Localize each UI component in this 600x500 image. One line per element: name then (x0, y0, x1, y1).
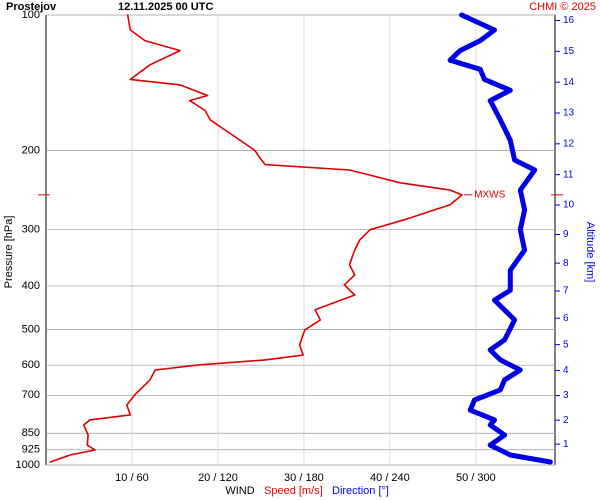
y-tick-label: 300 (22, 224, 40, 236)
y2-tick-label: 3 (563, 390, 569, 401)
y2-tick-label: 13 (563, 108, 575, 119)
y-tick-label: 200 (22, 144, 40, 156)
y2-tick-label: 11 (563, 169, 574, 180)
x-tick-label: 30 / 180 (284, 472, 324, 484)
y2-tick-label: 2 (563, 415, 569, 426)
x-tick-label: 10 / 60 (115, 472, 149, 484)
y2-tick-label: 5 (563, 339, 569, 350)
y-tick-label: 500 (22, 323, 40, 335)
y2-tick-label: 4 (563, 365, 569, 376)
x-tick-label: 50 / 300 (456, 472, 496, 484)
legend-entry: Speed [m/s] (264, 485, 323, 497)
profile-line (447, 12, 553, 465)
profile-line (49, 14, 463, 463)
station: Prostejov (6, 1, 57, 13)
y-tick-label: 700 (22, 389, 40, 401)
y-tick-label: 600 (22, 359, 40, 371)
date: 12.11.2025 00 UTC (118, 1, 213, 13)
y-tick-label: 400 (22, 280, 40, 292)
credit: CHMI © 2025 (529, 1, 596, 13)
y2-tick-label: 10 (563, 200, 575, 211)
y2-tick-label: 12 (563, 138, 575, 149)
y2-axis-label: Altitude [km] (584, 222, 596, 283)
y2-tick-label: 7 (563, 286, 569, 297)
y2-tick-label: 1 (563, 439, 569, 450)
x-axis-label: WIND (225, 485, 254, 497)
y2-tick-label: 14 (563, 77, 575, 88)
annotation: MXWS (474, 189, 505, 200)
y2-tick-label: 15 (563, 46, 575, 57)
y2-tick-label: 16 (563, 15, 575, 26)
x-tick-label: 20 / 120 (198, 472, 238, 484)
x-tick-label: 40 / 240 (370, 472, 410, 484)
legend-entry: Direction [°] (332, 485, 389, 497)
y2-tick-label: 6 (563, 313, 569, 324)
y-tick-label: 850 (22, 427, 40, 439)
y-axis-label: Pressure [hPa] (3, 216, 15, 289)
y2-tick-label: 9 (563, 229, 569, 240)
y-tick-label: 1000 (16, 459, 40, 471)
y2-tick-label: 8 (563, 258, 569, 269)
y-tick-label: 100 (22, 9, 40, 21)
y-tick-label: 925 (22, 444, 40, 456)
